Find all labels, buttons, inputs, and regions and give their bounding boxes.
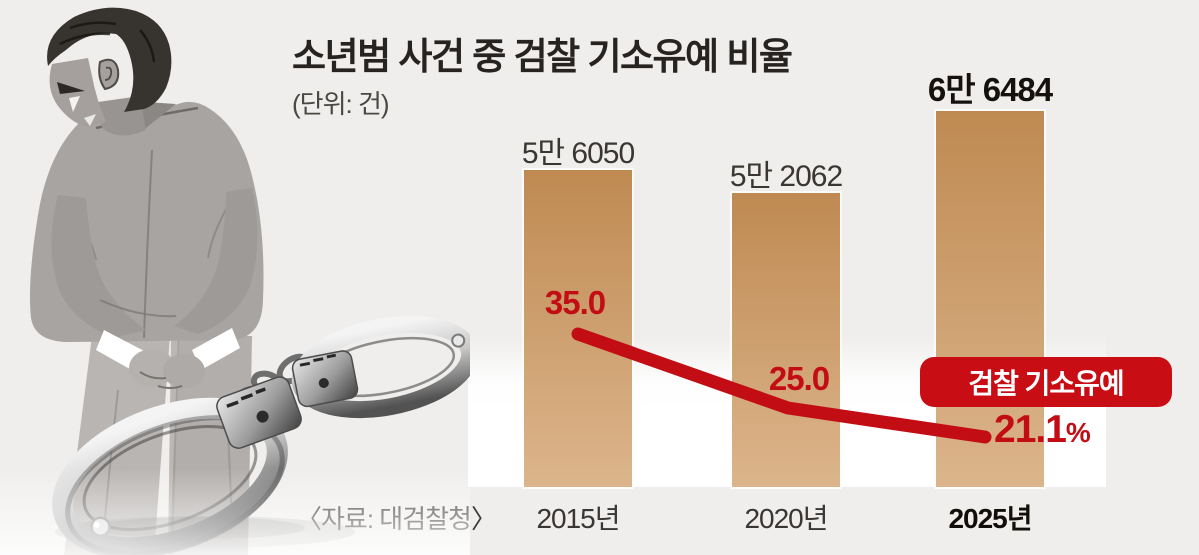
unit-label: (단위: 건) [292, 89, 390, 119]
eyebrow [57, 82, 85, 94]
right-arm [174, 188, 258, 334]
cheek-highlight [69, 96, 80, 112]
bar [732, 193, 840, 487]
bar [524, 170, 632, 487]
x-axis-label: 2015년 [536, 503, 620, 534]
bar-value-label: 6만 6484 [927, 71, 1053, 108]
bar-value-label: 5만 6050 [521, 137, 635, 170]
legend-badge: 검찰 기소유예 [920, 357, 1172, 407]
chart-title: 소년범 사건 중 검찰 기소유예 비율 [292, 36, 793, 77]
bottom-fade [0, 468, 470, 555]
handcuffed-person-illustration [0, 7, 470, 555]
percent-sign: % [1065, 417, 1091, 448]
hair [47, 7, 172, 112]
x-axis-label: 2020년 [744, 503, 828, 534]
line-point-label: 25.0 [768, 360, 830, 397]
line-point-label: 21.1% [994, 408, 1134, 452]
handcuff-ring-right [291, 315, 470, 419]
final-point-number: 21.1 [994, 408, 1067, 451]
shirt-cuff-right [192, 328, 240, 370]
x-axis-label: 2025년 [948, 503, 1032, 534]
hand-right [163, 354, 205, 388]
ear [98, 58, 120, 91]
left-arm [51, 195, 146, 338]
face [49, 58, 106, 127]
line-point-label: 35.0 [544, 284, 606, 321]
bar-value-label: 5만 2062 [729, 160, 843, 193]
